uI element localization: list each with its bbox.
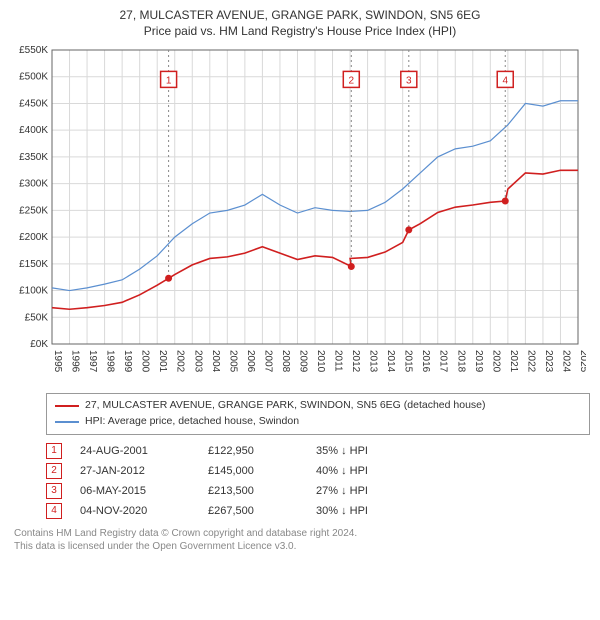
svg-text:1995: 1995 (52, 350, 63, 373)
sale-row: 3 06-MAY-2015 £213,500 27% ↓ HPI (46, 481, 590, 501)
sale-price: £122,950 (208, 445, 298, 457)
svg-text:£100K: £100K (19, 286, 48, 297)
legend-item: HPI: Average price, detached house, Swin… (55, 414, 581, 430)
svg-text:£200K: £200K (19, 232, 48, 243)
svg-text:2003: 2003 (192, 350, 203, 373)
svg-text:2005: 2005 (227, 350, 238, 373)
svg-text:£150K: £150K (19, 259, 48, 270)
sale-date: 04-NOV-2020 (80, 505, 190, 517)
svg-text:2016: 2016 (420, 350, 431, 373)
svg-text:2020: 2020 (490, 350, 501, 373)
svg-text:2024: 2024 (560, 350, 571, 373)
footer-line-1: Contains HM Land Registry data © Crown c… (14, 527, 590, 541)
svg-text:£300K: £300K (19, 179, 48, 190)
svg-text:£350K: £350K (19, 152, 48, 163)
price-chart: £0K £50K £100K £150K £200K £250K £300K £350K £40… (6, 44, 586, 384)
sale-delta: 30% ↓ HPI (316, 505, 406, 517)
svg-text:2012: 2012 (350, 350, 361, 373)
svg-text:£550K: £550K (19, 45, 48, 56)
sales-table: 1 24-AUG-2001 £122,950 35% ↓ HPI 2 27-JAN-201… (46, 441, 590, 521)
sale-marker: 4 (46, 503, 62, 519)
svg-text:2: 2 (349, 75, 355, 86)
svg-text:2007: 2007 (262, 350, 273, 373)
svg-text:2004: 2004 (210, 350, 221, 373)
svg-text:2023: 2023 (543, 350, 554, 373)
sale-date: 06-MAY-2015 (80, 485, 190, 497)
svg-text:£400K: £400K (19, 125, 48, 136)
svg-text:2011: 2011 (333, 350, 344, 372)
footer-line-2: This data is licensed under the Open Gov… (14, 540, 590, 554)
svg-text:2022: 2022 (525, 350, 536, 373)
sale-marker: 2 (46, 463, 62, 479)
sale-price: £145,000 (208, 465, 298, 477)
svg-text:2013: 2013 (368, 350, 379, 373)
svg-text:£450K: £450K (19, 98, 48, 109)
svg-text:1999: 1999 (122, 350, 133, 373)
sale-marker: 1 (46, 443, 62, 459)
sale-price: £213,500 (208, 485, 298, 497)
svg-text:£250K: £250K (19, 205, 48, 216)
sale-row: 1 24-AUG-2001 £122,950 35% ↓ HPI (46, 441, 590, 461)
legend-label: 27, MULCASTER AVENUE, GRANGE PARK, SWIND… (85, 398, 486, 414)
sale-marker: 3 (46, 483, 62, 499)
sale-delta: 35% ↓ HPI (316, 445, 406, 457)
svg-text:3: 3 (406, 75, 412, 86)
svg-text:1997: 1997 (87, 350, 98, 373)
svg-text:2025: 2025 (578, 350, 586, 373)
sale-row: 2 27-JAN-2012 £145,000 40% ↓ HPI (46, 461, 590, 481)
svg-text:2018: 2018 (455, 350, 466, 373)
svg-text:1: 1 (166, 75, 172, 86)
svg-text:2014: 2014 (385, 350, 396, 373)
legend-swatch (55, 405, 79, 407)
footer: Contains HM Land Registry data © Crown c… (14, 527, 590, 554)
svg-text:2008: 2008 (280, 350, 291, 373)
chart-container: £0K £50K £100K £150K £200K £250K £300K £350K £40… (6, 44, 594, 387)
sale-date: 24-AUG-2001 (80, 445, 190, 457)
page-title: 27, MULCASTER AVENUE, GRANGE PARK, SWIND… (6, 8, 594, 22)
legend-label: HPI: Average price, detached house, Swin… (85, 414, 299, 430)
legend-item: 27, MULCASTER AVENUE, GRANGE PARK, SWIND… (55, 398, 581, 414)
svg-text:2010: 2010 (315, 350, 326, 373)
sale-date: 27-JAN-2012 (80, 465, 190, 477)
sale-delta: 27% ↓ HPI (316, 485, 406, 497)
legend-swatch (55, 421, 79, 423)
sale-price: £267,500 (208, 505, 298, 517)
svg-text:2000: 2000 (140, 350, 151, 373)
svg-text:2001: 2001 (157, 350, 168, 373)
sale-row: 4 04-NOV-2020 £267,500 30% ↓ HPI (46, 501, 590, 521)
page-subtitle: Price paid vs. HM Land Registry's House … (6, 24, 594, 38)
svg-text:2009: 2009 (297, 350, 308, 373)
svg-text:1998: 1998 (105, 350, 116, 373)
svg-text:£0K: £0K (30, 339, 48, 350)
svg-text:2006: 2006 (245, 350, 256, 373)
svg-text:£500K: £500K (19, 72, 48, 83)
svg-text:2015: 2015 (403, 350, 414, 373)
svg-text:2021: 2021 (508, 350, 519, 373)
svg-text:2017: 2017 (438, 350, 449, 373)
svg-text:£50K: £50K (25, 312, 49, 323)
legend: 27, MULCASTER AVENUE, GRANGE PARK, SWIND… (46, 393, 590, 435)
svg-text:1996: 1996 (70, 350, 81, 373)
sale-delta: 40% ↓ HPI (316, 465, 406, 477)
svg-text:4: 4 (502, 75, 508, 86)
svg-text:2002: 2002 (175, 350, 186, 373)
svg-text:2019: 2019 (473, 350, 484, 373)
